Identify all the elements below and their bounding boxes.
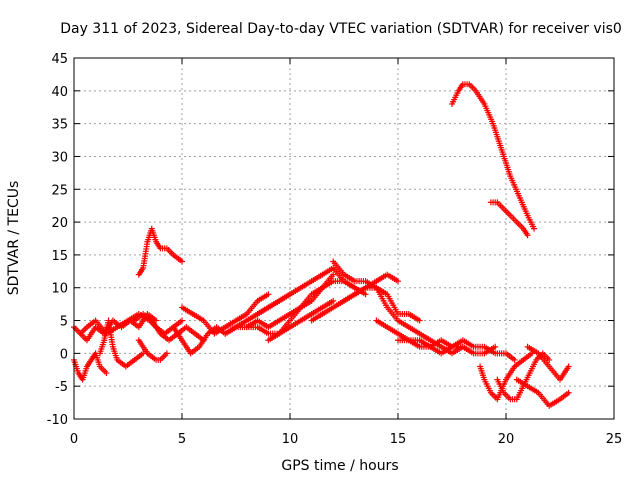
- series-track-6: [131, 310, 207, 344]
- y-tick-label: -10: [47, 413, 68, 428]
- series-track-20: [487, 199, 531, 239]
- y-tick-label: -5: [55, 380, 68, 395]
- y-tick-label: 40: [51, 85, 68, 100]
- series-track-10: [222, 271, 337, 337]
- y-tick-label: 15: [51, 249, 68, 264]
- data-point: [524, 232, 531, 239]
- x-axis-label: GPS time / hours: [281, 458, 398, 474]
- data-point: [330, 271, 337, 278]
- series-track-7: [135, 337, 170, 363]
- y-tick-label: 10: [51, 282, 68, 297]
- y-axis-ticks: -10 -5 0 5 10 15 20 25 30 35 40 45: [47, 52, 614, 428]
- data-point: [265, 291, 272, 298]
- series-track-9: [179, 291, 272, 337]
- series-track-11: [243, 297, 337, 337]
- series-track-24: [524, 343, 572, 383]
- data-point: [531, 225, 538, 232]
- series-track-22: [477, 350, 535, 403]
- x-tick-label: 25: [606, 432, 623, 447]
- x-tick-label: 10: [282, 432, 299, 447]
- y-tick-label: 45: [51, 52, 68, 67]
- series-track-16: [341, 284, 466, 357]
- data-point: [565, 363, 572, 370]
- y-axis-label: SDTVAR / TECUs: [6, 181, 22, 296]
- series-track-23: [513, 376, 572, 409]
- series-track-18: [395, 337, 518, 363]
- x-tick-label: 5: [178, 432, 186, 447]
- y-tick-label: 0: [60, 347, 68, 362]
- x-tick-label: 20: [498, 432, 515, 447]
- x-axis-ticks: 0 5 10 15 20 25: [70, 58, 622, 447]
- y-tick-label: 20: [51, 216, 68, 231]
- y-tick-label: 5: [60, 315, 68, 330]
- chart-title: Day 311 of 2023, Sidereal Day-to-day VTE…: [60, 21, 622, 37]
- data-point: [179, 258, 185, 265]
- x-tick-label: 0: [70, 432, 78, 447]
- data-point: [179, 317, 185, 324]
- series-track-5: [135, 225, 185, 278]
- data-point: [416, 317, 423, 324]
- series-track-15: [330, 258, 423, 324]
- data-point: [492, 343, 499, 350]
- data-point: [511, 356, 518, 363]
- data-point: [330, 297, 337, 304]
- data-marks: [71, 81, 572, 409]
- y-tick-label: 30: [51, 150, 68, 165]
- data-point: [103, 370, 110, 377]
- data-point: [395, 278, 401, 285]
- x-tick-label: 15: [390, 432, 407, 447]
- data-point: [362, 291, 369, 298]
- y-tick-label: 35: [51, 118, 68, 133]
- data-point: [565, 389, 572, 396]
- y-tick-label: 25: [51, 183, 68, 198]
- series-track-2: [71, 350, 110, 383]
- plot-frame: [73, 57, 615, 420]
- data-point: [163, 350, 170, 357]
- series-track-19: [449, 81, 538, 232]
- series-track-4: [96, 317, 147, 370]
- data-point: [546, 356, 553, 363]
